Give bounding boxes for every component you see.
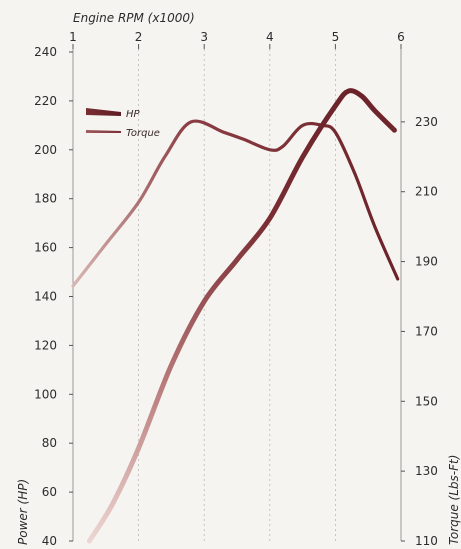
y-left-tick-label: 40: [42, 534, 57, 548]
y-right-tick-label: 190: [415, 255, 438, 269]
hp-line: [86, 88, 397, 544]
legend: HP Torque: [86, 108, 160, 139]
y-right-axis-title: Torque (Lbs-Ft): [447, 455, 461, 545]
y-left-tick-label: 160: [34, 241, 57, 255]
y-right-tick-label: 230: [415, 115, 438, 129]
x-axis-title: Engine RPM (x1000): [73, 11, 195, 25]
y-right-tick-label: 210: [415, 185, 438, 199]
torque-line: [71, 119, 400, 288]
y-left-tick-label: 60: [42, 485, 57, 499]
y-left-tick-label: 80: [42, 436, 57, 450]
y-left-tick-label: 100: [34, 387, 57, 401]
x-tick-label: 3: [200, 30, 208, 44]
y-right-tick-label: 130: [415, 464, 438, 478]
x-tick-label: 5: [332, 30, 340, 44]
y-left-axis-ticks: 40 60 80 100 120 140 160 180 200 220 240: [34, 45, 73, 548]
y-right-tick-label: 170: [415, 324, 438, 338]
y-right-tick-label: 150: [415, 394, 438, 408]
series-lines: [71, 88, 400, 544]
y-left-tick-label: 140: [34, 290, 57, 304]
legend-torque-label: Torque: [126, 128, 160, 139]
legend-torque-swatch: [86, 130, 121, 133]
y-left-tick-label: 220: [34, 94, 57, 108]
x-tick-label: 4: [266, 30, 274, 44]
y-right-axis-ticks: 110 130 150 170 190 210 230: [401, 115, 438, 548]
y-left-tick-label: 240: [34, 45, 57, 59]
legend-hp-swatch: [86, 108, 121, 116]
y-left-tick-label: 200: [34, 143, 57, 157]
y-right-tick-label: 110: [415, 534, 438, 548]
y-left-tick-label: 180: [34, 192, 57, 206]
y-left-axis-title: Power (HP): [16, 479, 30, 545]
x-axis-ticks: 1 2 3 4 5 6: [69, 30, 405, 49]
y-left-tick-label: 120: [34, 338, 57, 352]
x-tick-label: 2: [135, 30, 143, 44]
x-tick-label: 1: [69, 30, 77, 44]
x-tick-label: 6: [397, 30, 405, 44]
legend-hp-label: HP: [126, 109, 141, 120]
